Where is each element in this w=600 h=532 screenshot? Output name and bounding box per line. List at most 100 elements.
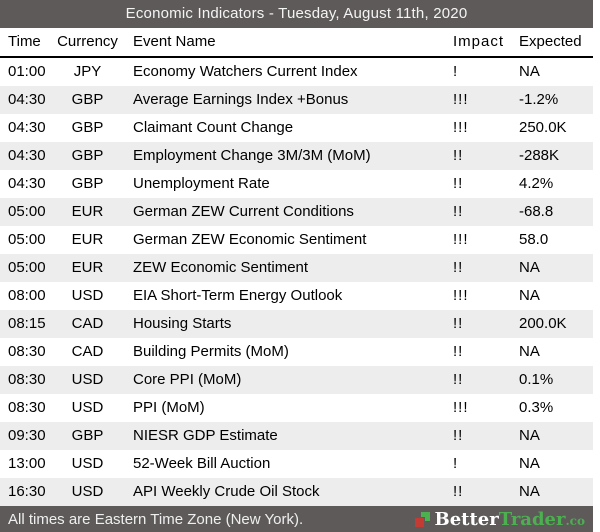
- cell-impact: !!: [453, 483, 464, 500]
- table-row: 04:30 GBP Claimant Count Change !!! 250.…: [0, 114, 593, 142]
- cell-expected: 0.1%: [519, 371, 554, 388]
- cell-event: ZEW Economic Sentiment: [133, 259, 309, 276]
- cell-impact: !: [453, 455, 459, 472]
- table-row: 08:15 CAD Housing Starts !! 200.0K: [0, 310, 593, 338]
- cell-event: PPI (MoM): [133, 399, 205, 416]
- cell-currency: EUR: [71, 259, 104, 276]
- cell-impact: !!!: [453, 287, 469, 304]
- table-row: 08:30 USD Core PPI (MoM) !! 0.1%: [0, 366, 593, 394]
- cell-expected: 0.3%: [519, 399, 554, 416]
- cell-time: 05:00: [8, 231, 46, 248]
- column-header-time: Time: [8, 33, 41, 50]
- cell-expected: NA: [519, 343, 540, 360]
- cell-event: 52-Week Bill Auction: [133, 455, 271, 472]
- cell-event: Building Permits (MoM): [133, 343, 289, 360]
- cell-impact: !: [453, 63, 459, 80]
- cell-currency: USD: [71, 287, 104, 304]
- cell-impact: !!: [453, 315, 464, 332]
- cell-time: 05:00: [8, 259, 46, 276]
- cell-time: 04:30: [8, 147, 46, 164]
- cell-expected: NA: [519, 455, 540, 472]
- cell-currency: GBP: [71, 427, 104, 444]
- brand-co-text: .co: [565, 513, 586, 528]
- cell-expected: NA: [519, 427, 540, 444]
- cell-time: 08:30: [8, 399, 46, 416]
- cell-time: 05:00: [8, 203, 46, 220]
- cell-expected: NA: [519, 259, 540, 276]
- title-bar: Economic Indicators - Tuesday, August 11…: [0, 0, 593, 28]
- table-row: 13:00 USD 52-Week Bill Auction ! NA: [0, 450, 593, 478]
- cell-event: Core PPI (MoM): [133, 371, 242, 388]
- cell-time: 08:30: [8, 371, 46, 388]
- column-header-impact: Impact: [453, 33, 505, 50]
- cell-currency: USD: [71, 483, 104, 500]
- cell-event: NIESR GDP Estimate: [133, 427, 278, 444]
- cell-expected: NA: [519, 287, 540, 304]
- cell-currency: CAD: [71, 343, 104, 360]
- column-header-row: Time Currency Event Name Impact Expected: [0, 28, 593, 58]
- brand-trader-text: Trader: [498, 508, 566, 530]
- column-header-event: Event Name: [133, 33, 216, 50]
- cell-time: 01:00: [8, 63, 46, 80]
- timezone-note: All times are Eastern Time Zone (New Yor…: [8, 510, 304, 528]
- cell-currency: GBP: [71, 147, 104, 164]
- column-header-currency: Currency: [57, 33, 118, 50]
- cell-impact: !!!: [453, 91, 469, 108]
- cell-impact: !!!: [453, 119, 469, 136]
- cell-event: Employment Change 3M/3M (MoM): [133, 147, 371, 164]
- cell-expected: 58.0: [519, 231, 549, 248]
- cell-expected: -68.8: [519, 203, 554, 220]
- table-body: 01:00 JPY Economy Watchers Current Index…: [0, 58, 593, 506]
- cell-time: 08:15: [8, 315, 46, 332]
- table-row: 05:00 EUR ZEW Economic Sentiment !! NA: [0, 254, 593, 282]
- cell-time: 08:30: [8, 343, 46, 360]
- cell-expected: -1.2%: [519, 91, 559, 108]
- table-row: 05:00 EUR German ZEW Economic Sentiment …: [0, 226, 593, 254]
- bettertrader-logo[interactable]: Better Trader .co: [414, 508, 586, 530]
- cell-impact: !!: [453, 147, 464, 164]
- cell-impact: !!: [453, 427, 464, 444]
- table-row: 08:30 CAD Building Permits (MoM) !! NA: [0, 338, 593, 366]
- cell-time: 04:30: [8, 175, 46, 192]
- cell-event: API Weekly Crude Oil Stock: [133, 483, 320, 500]
- footer-bar: All times are Eastern Time Zone (New Yor…: [0, 506, 593, 532]
- table-row: 05:00 EUR German ZEW Current Conditions …: [0, 198, 593, 226]
- cell-currency: CAD: [71, 315, 104, 332]
- cell-event: Unemployment Rate: [133, 175, 270, 192]
- cell-expected: 200.0K: [519, 315, 567, 332]
- cell-currency: USD: [71, 371, 104, 388]
- table-row: 08:30 USD PPI (MoM) !!! 0.3%: [0, 394, 593, 422]
- cell-currency: GBP: [71, 175, 104, 192]
- table-row: 08:00 USD EIA Short-Term Energy Outlook …: [0, 282, 593, 310]
- brand-better-text: Better: [434, 508, 499, 530]
- table-row: 04:30 GBP Average Earnings Index +Bonus …: [0, 86, 593, 114]
- cell-event: German ZEW Current Conditions: [133, 203, 354, 220]
- table-row: 09:30 GBP NIESR GDP Estimate !! NA: [0, 422, 593, 450]
- cell-currency: GBP: [71, 91, 104, 108]
- cell-impact: !!!: [453, 399, 469, 416]
- cell-event: Average Earnings Index +Bonus: [133, 91, 349, 108]
- cell-impact: !!!: [453, 231, 469, 248]
- cell-time: 04:30: [8, 91, 46, 108]
- cell-time: 04:30: [8, 119, 46, 136]
- cell-impact: !!: [453, 259, 464, 276]
- table-row: 16:30 USD API Weekly Crude Oil Stock !! …: [0, 478, 593, 506]
- cell-impact: !!: [453, 203, 464, 220]
- cell-time: 16:30: [8, 483, 46, 500]
- cell-impact: !!: [453, 343, 464, 360]
- cell-time: 09:30: [8, 427, 46, 444]
- table-row: 04:30 GBP Employment Change 3M/3M (MoM) …: [0, 142, 593, 170]
- cell-currency: JPY: [73, 63, 102, 80]
- cell-impact: !!: [453, 371, 464, 388]
- bettertrader-squares-icon: [414, 511, 430, 527]
- cell-currency: GBP: [71, 119, 104, 136]
- cell-event: German ZEW Economic Sentiment: [133, 231, 367, 248]
- cell-time: 13:00: [8, 455, 46, 472]
- cell-event: Economy Watchers Current Index: [133, 63, 358, 80]
- cell-event: EIA Short-Term Energy Outlook: [133, 287, 343, 304]
- cell-currency: EUR: [71, 231, 104, 248]
- cell-expected: NA: [519, 483, 540, 500]
- cell-expected: NA: [519, 63, 540, 80]
- cell-currency: USD: [71, 455, 104, 472]
